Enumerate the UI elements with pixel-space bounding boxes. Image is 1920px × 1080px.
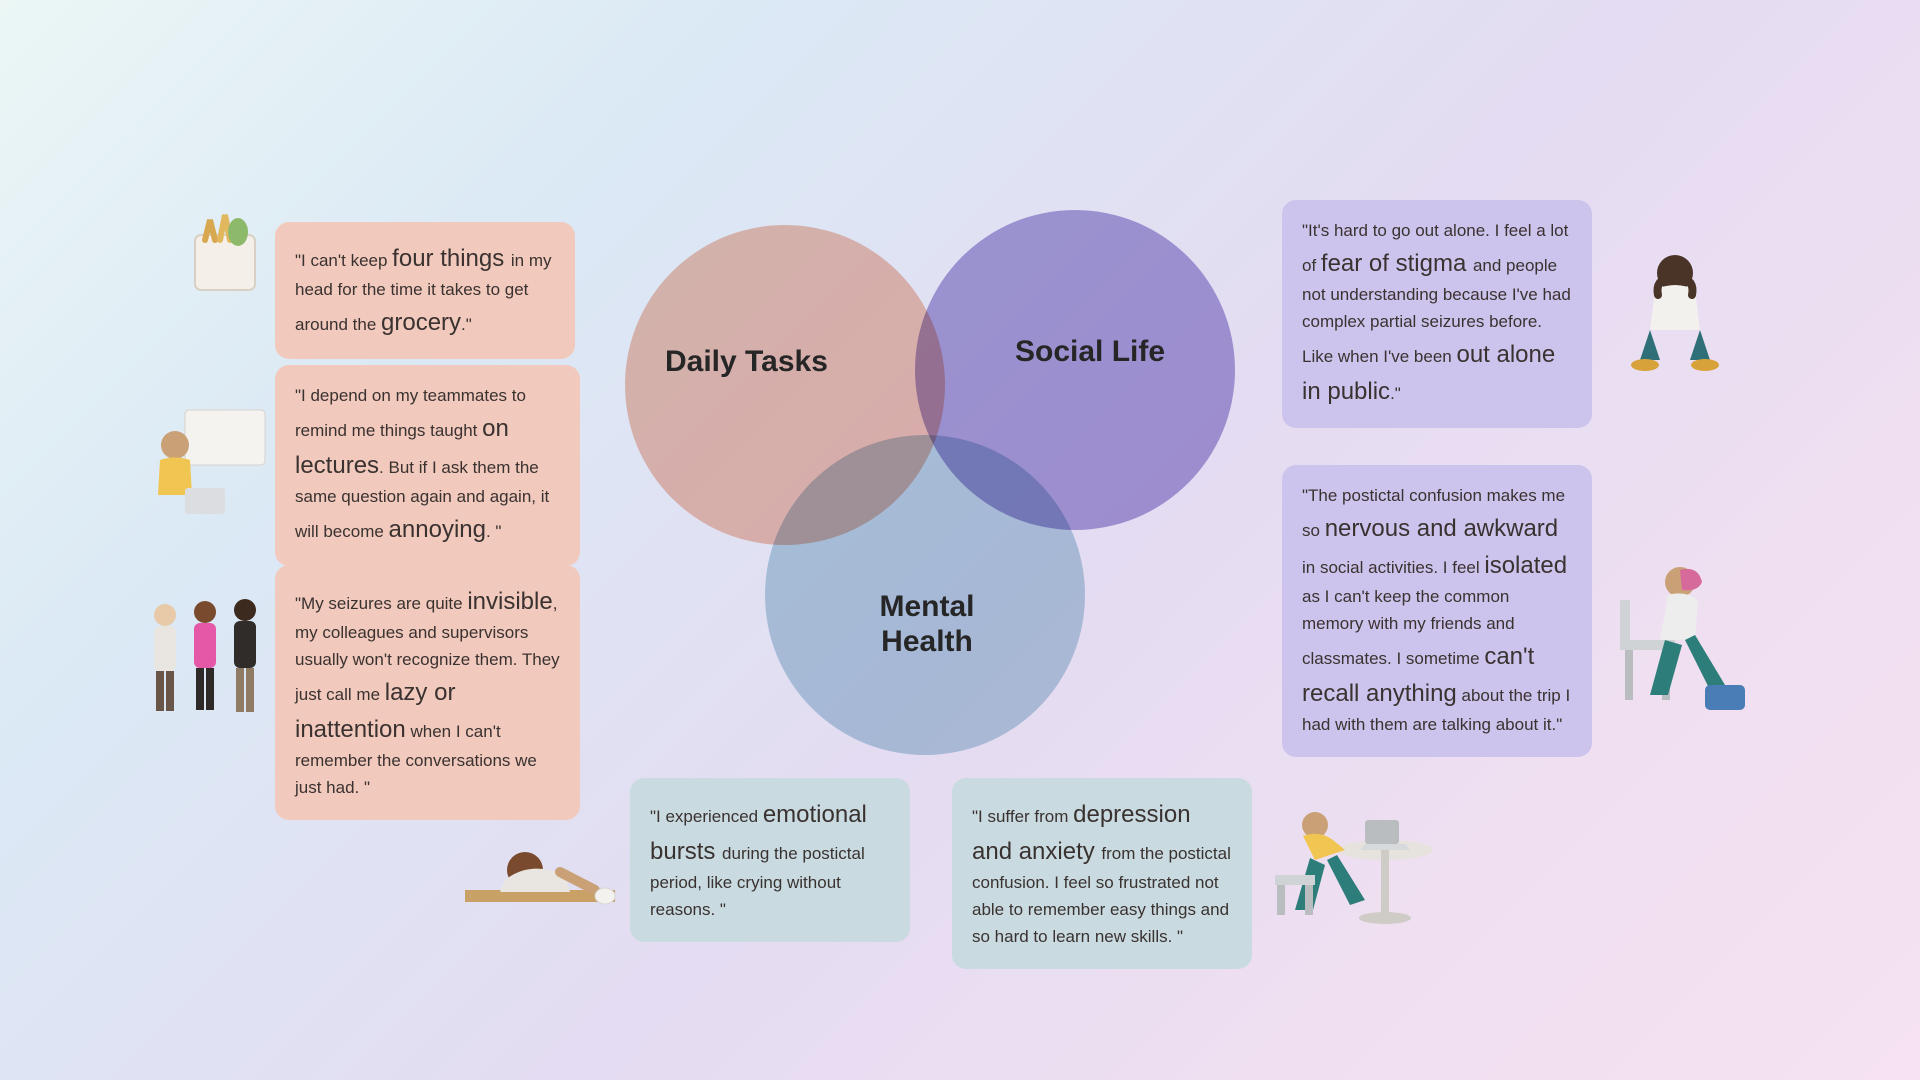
person-on-chair-icon xyxy=(1590,540,1760,730)
venn-diagram: Daily Tasks Social Life MentalHealth xyxy=(625,200,1250,760)
quote-card-mental-1: "I experienced emotional bursts during t… xyxy=(630,778,910,942)
quote-card-daily-1: "I can't keep four things in my head for… xyxy=(275,222,575,359)
grocery-bag-icon xyxy=(180,200,270,300)
quote-card-social-1: "It's hard to go out alone. I feel a lot… xyxy=(1282,200,1592,428)
quote-card-daily-3: "My seizures are quite invisible, my col… xyxy=(275,565,580,820)
quote-text: "I experienced emotional bursts during t… xyxy=(650,807,867,919)
infographic-canvas: Daily Tasks Social Life MentalHealth "I … xyxy=(0,0,1920,1080)
quote-card-mental-2: "I suffer from depression and anxiety fr… xyxy=(952,778,1252,969)
quote-text: "My seizures are quite invisible, my col… xyxy=(295,594,560,797)
quote-text: "The postictal confusion makes me so ner… xyxy=(1302,486,1570,734)
people-group-icon xyxy=(130,580,280,730)
venn-label-mental-health: MentalHealth xyxy=(857,590,997,659)
quote-text: "It's hard to go out alone. I feel a lot… xyxy=(1302,221,1571,403)
person-slumped-desk-icon xyxy=(445,810,635,930)
venn-label-social-life: Social Life xyxy=(1015,335,1165,370)
venn-label-mental-health-text: MentalHealth xyxy=(879,590,974,658)
quote-card-daily-2: "I depend on my teammates to remind me t… xyxy=(275,365,580,566)
quote-text: "I depend on my teammates to remind me t… xyxy=(295,386,549,541)
quote-card-social-2: "The postictal confusion makes me so ner… xyxy=(1282,465,1592,757)
person-at-laptop-desk-icon xyxy=(1255,790,1445,940)
quote-text: "I suffer from depression and anxiety fr… xyxy=(972,807,1231,946)
person-teaching-icon xyxy=(130,400,270,530)
quote-text: "I can't keep four things in my head for… xyxy=(295,251,552,334)
person-sitting-thinking-icon xyxy=(1600,235,1750,385)
venn-label-daily-tasks: Daily Tasks xyxy=(665,345,828,380)
